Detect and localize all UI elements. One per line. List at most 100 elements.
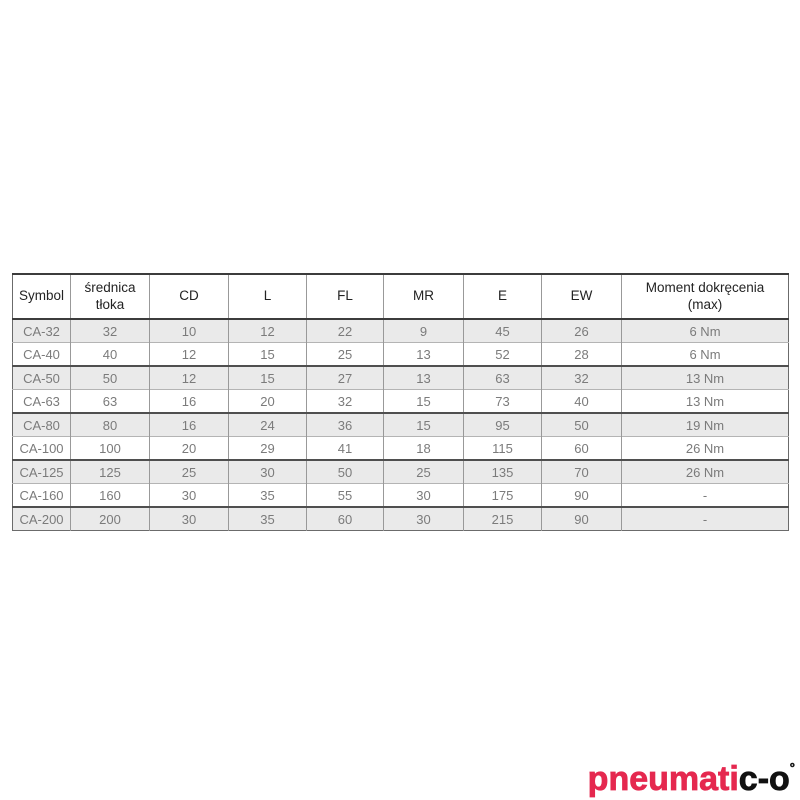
value-cell: 80 [70,412,150,437]
value-cell: 30 [383,483,464,507]
column-header-1: średnica tłoka [70,274,150,320]
value-cell: 160 [70,483,150,507]
value-cell: 95 [463,412,542,437]
value-cell: 90 [541,506,622,531]
value-cell: 25 [306,342,384,366]
pneumatico-logo: pneumatic-o° [587,760,796,798]
value-cell: 70 [541,459,622,484]
value-cell: 52 [463,342,542,366]
value-cell: 6 Nm [621,318,789,343]
column-header-5: MR [383,274,464,320]
value-cell: 50 [70,365,150,390]
table-row: CA-160 160 30 35 55 30 175 90- [12,483,789,507]
value-cell: 26 [541,318,622,343]
value-cell: 41 [306,436,384,460]
value-cell: 32 [541,365,622,390]
value-cell: 15 [383,412,464,437]
value-cell: 175 [463,483,542,507]
value-cell: 6 Nm [621,342,789,366]
table-row: CA-200 200 30 35 60 30 215 90- [12,506,789,531]
value-cell: 20 [149,436,229,460]
value-cell: - [621,506,789,531]
table-row: CA-40 40 12 15 25 13 52 28 6 Nm [12,342,789,366]
value-cell: 200 [70,506,150,531]
column-header-8: Moment dokręcenia (max) [621,274,789,320]
value-cell: 135 [463,459,542,484]
value-cell: 15 [228,342,307,366]
value-cell: 30 [383,506,464,531]
value-cell: 63 [463,365,542,390]
value-cell: 12 [149,365,229,390]
value-cell: 60 [306,506,384,531]
value-cell: 20 [228,389,307,413]
value-cell: 73 [463,389,542,413]
value-cell: 115 [463,436,542,460]
value-cell: 13 [383,342,464,366]
symbol-cell: CA-63 [12,389,71,413]
value-cell: 60 [541,436,622,460]
value-cell: 36 [306,412,384,437]
value-cell: 22 [306,318,384,343]
symbol-cell: CA-50 [12,365,71,390]
cylinder-spec-table: Symbol średnica tłoka CD L FL MR E EW Moment dok… [12,273,789,531]
value-cell: 32 [70,318,150,343]
symbol-cell: CA-100 [12,436,71,460]
column-header-2: CD [149,274,229,320]
value-cell: 9 [383,318,464,343]
value-cell: 29 [228,436,307,460]
value-cell: 26 Nm [621,459,789,484]
value-cell: 35 [228,483,307,507]
value-cell: 55 [306,483,384,507]
value-cell: 45 [463,318,542,343]
symbol-cell: CA-80 [12,412,71,437]
value-cell: 27 [306,365,384,390]
table-row: CA-32 32 10 12 22 9 45 26 6 Nm [12,318,789,343]
value-cell: 13 [383,365,464,390]
value-cell: 24 [228,412,307,437]
value-cell: 12 [149,342,229,366]
value-cell: 215 [463,506,542,531]
value-cell: 40 [70,342,150,366]
value-cell: 15 [383,389,464,413]
value-cell: 19 Nm [621,412,789,437]
symbol-cell: CA-40 [12,342,71,366]
value-cell: 16 [149,412,229,437]
value-cell: 50 [541,412,622,437]
table-header-row: Symbol średnica tłoka CD L FL MR E EW Moment dok… [12,274,789,320]
value-cell: 32 [306,389,384,413]
value-cell: 28 [541,342,622,366]
value-cell: 30 [149,483,229,507]
value-cell: 12 [228,318,307,343]
value-cell: 16 [149,389,229,413]
value-cell: 25 [149,459,229,484]
table-row: CA-50 50 12 15 27 13 63 32 13 Nm [12,365,789,390]
column-header-7: EW [541,274,622,320]
table-row: CA-80 80 16 24 36 15 95 50 19 Nm [12,412,789,437]
value-cell: 30 [149,506,229,531]
value-cell: 15 [228,365,307,390]
value-cell: 13 Nm [621,389,789,413]
value-cell: 63 [70,389,150,413]
table-row: CA-63 63 16 20 32 15 73 40 13 Nm [12,389,789,413]
value-cell: 10 [149,318,229,343]
value-cell: 25 [383,459,464,484]
column-header-0: Symbol [12,274,71,320]
registered-mark-icon: ° [789,760,796,775]
column-header-4: FL [306,274,384,320]
value-cell: 30 [228,459,307,484]
logo-text-primary: pneumati [587,760,739,798]
value-cell: 90 [541,483,622,507]
value-cell: 26 Nm [621,436,789,460]
table-row: CA-125 125 25 30 50 25 135 70 26 Nm [12,459,789,484]
value-cell: 50 [306,459,384,484]
value-cell: 40 [541,389,622,413]
column-header-3: L [228,274,307,320]
value-cell: 125 [70,459,150,484]
value-cell: 13 Nm [621,365,789,390]
symbol-cell: CA-200 [12,506,71,531]
table-row: CA-100 100 20 29 41 18 115 60 26 Nm [12,436,789,460]
column-header-6: E [463,274,542,320]
value-cell: - [621,483,789,507]
value-cell: 35 [228,506,307,531]
